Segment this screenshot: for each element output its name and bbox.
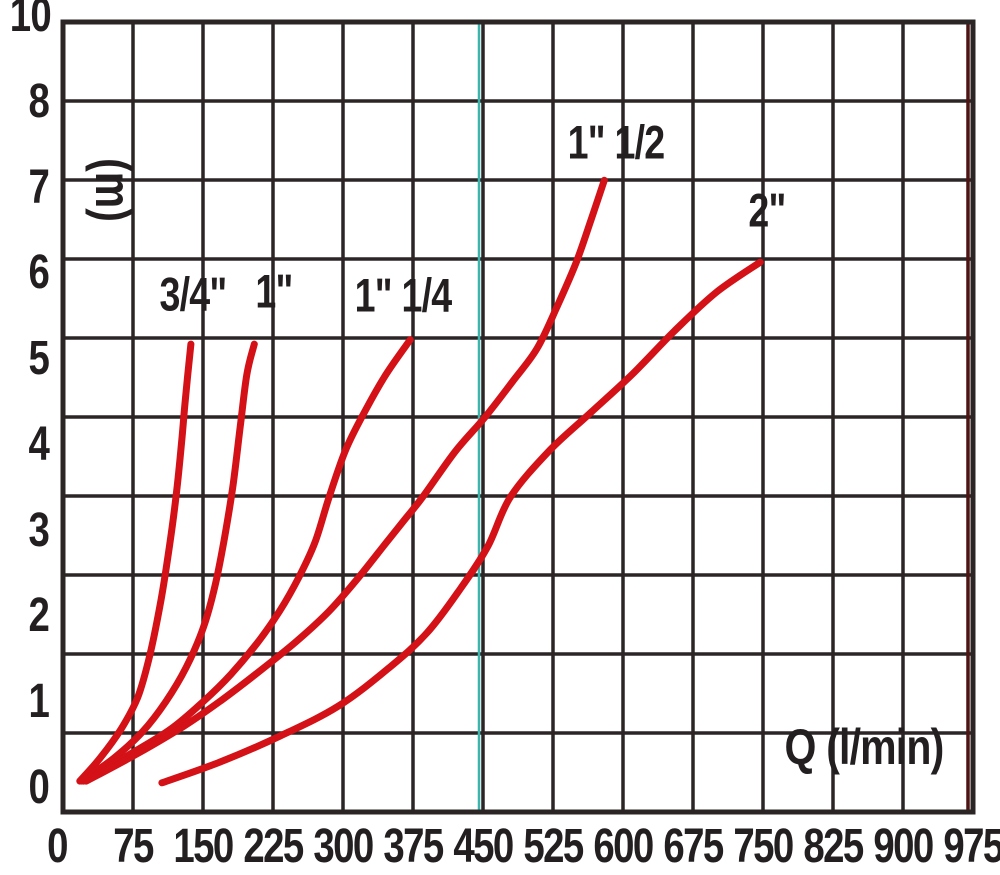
x-tick-label: 750 — [733, 820, 794, 873]
x-tick-label: 450 — [453, 820, 514, 873]
y-tick-label: 1 — [28, 675, 49, 729]
x-axis-unit-label: Q (l/min) — [784, 719, 945, 775]
pump-curve-1-1-4 — [80, 336, 414, 785]
curve-label: 1" 1/2 — [568, 115, 665, 168]
y-tick-label: 3 — [28, 503, 49, 557]
x-tick-label: 0 — [47, 820, 68, 873]
y-tick-label: 8 — [28, 74, 49, 128]
y-tick-label: 4 — [28, 417, 49, 471]
x-tick-label: 675 — [663, 820, 724, 873]
y-tick-label: 7 — [28, 160, 49, 214]
curve-label: 3/4" — [159, 267, 227, 321]
x-tick-label: 225 — [243, 820, 304, 873]
x-tick-label: 525 — [523, 820, 584, 873]
plot-border — [60, 19, 976, 815]
y-tick-label: 5 — [28, 332, 49, 386]
pump-curve-1-1-2 — [82, 176, 608, 785]
x-tick-label: 900 — [873, 820, 934, 873]
curve-label: 1" — [255, 264, 293, 318]
x-tick-label: 75 — [113, 820, 154, 873]
pump-curve-2- — [158, 258, 764, 787]
x-tick-label: 975 — [943, 820, 1000, 873]
x-tick-label: 375 — [383, 820, 444, 873]
y-tick-label: 10 — [9, 0, 52, 42]
pump-curve-1- — [78, 340, 258, 785]
y-tick-label: 6 — [28, 246, 49, 300]
x-tick-label: 825 — [803, 820, 864, 873]
y-tick-label: 2 — [28, 589, 49, 643]
x-tick-label: 300 — [313, 820, 374, 873]
y-axis-unit-label: (m) — [85, 158, 141, 222]
x-tick-label: 600 — [593, 820, 654, 873]
curve-label: 2" — [748, 183, 786, 237]
y-tick-label: 0 — [28, 761, 49, 814]
x-tick-label: 150 — [173, 820, 234, 873]
pump-curve-3-4- — [76, 340, 195, 785]
curve-label: 1" 1/4 — [354, 268, 452, 322]
